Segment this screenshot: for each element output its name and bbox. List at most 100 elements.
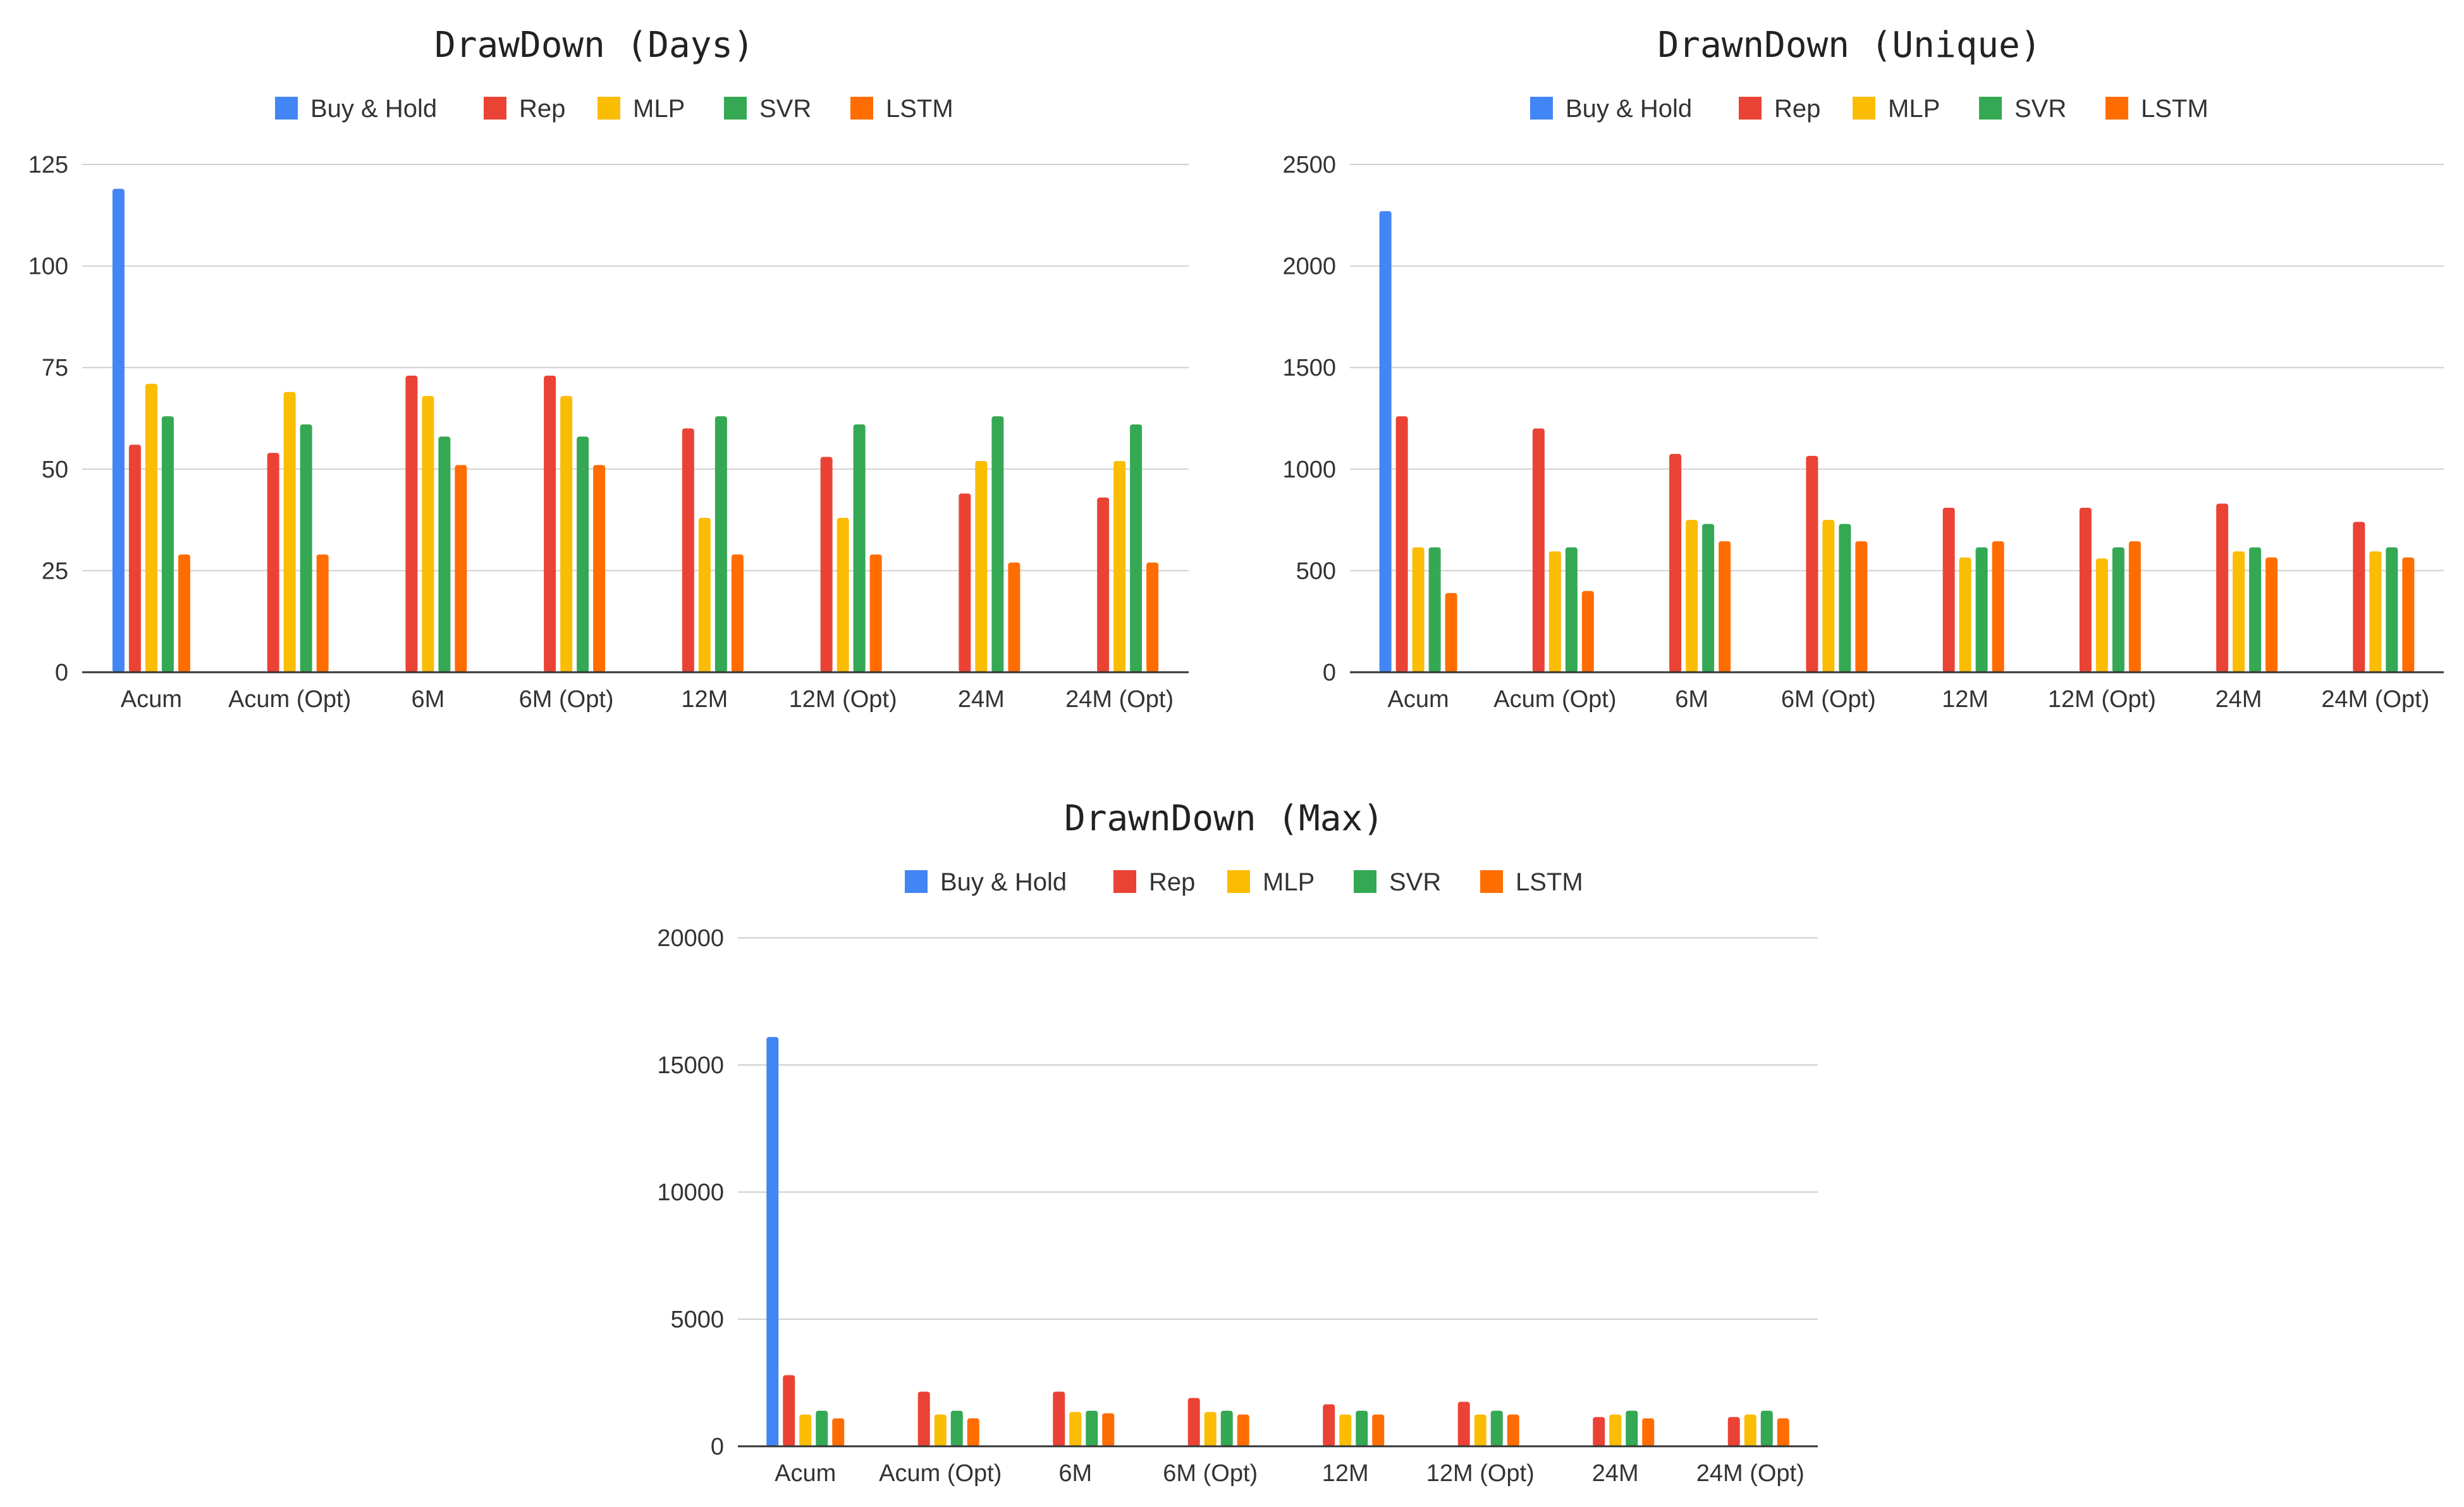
legend-label: Buy & Hold (940, 868, 1067, 896)
bar-lstm-6m-opt- (593, 465, 606, 672)
bar-mlp-acum-opt- (934, 1414, 947, 1446)
x-tick-label: Acum (121, 686, 182, 713)
bar-rep-24m (2216, 503, 2229, 672)
x-tick-label: 6M (Opt) (519, 686, 614, 713)
bar-rep-6m (1669, 453, 1682, 672)
bar-svr-6m (1702, 524, 1715, 672)
bar-mlp-6m-opt- (1204, 1412, 1217, 1446)
x-tick-label: 6M (Opt) (1781, 686, 1876, 713)
bar-lstm-12m (1992, 541, 2004, 672)
bar-rep-acum-opt- (917, 1391, 930, 1446)
bar-svr-12m-opt- (2112, 547, 2124, 672)
bar-lstm-6m-opt- (1237, 1414, 1249, 1446)
x-tick-label: Acum (1388, 686, 1449, 713)
y-tick-label: 2000 (1282, 254, 1336, 280)
legend-label: Rep (519, 95, 565, 123)
bar-lstm-acum-opt- (1581, 591, 1594, 672)
y-tick-label: 25 (42, 558, 68, 584)
bar-mlp-acum-opt- (283, 391, 296, 672)
bar-rep-12m-opt- (820, 457, 833, 672)
legend-swatch-lstm (850, 97, 873, 120)
bar-svr-12m (1975, 547, 1988, 672)
bar-mlp-12m (1339, 1414, 1352, 1446)
bar-svr-24m (2249, 547, 2262, 672)
legend-label: MLP (1263, 868, 1315, 896)
x-tick-label: 24M (958, 686, 1005, 713)
bar-svr-acum (161, 416, 174, 672)
y-tick-label: 5000 (670, 1307, 724, 1333)
bar-svr-acum-opt- (1565, 547, 1578, 672)
x-tick-label: 24M (Opt) (2321, 686, 2429, 713)
bar-mlp-6m-opt- (1822, 520, 1835, 672)
bar-rep-6m (405, 376, 418, 672)
bar-rep-6m-opt- (544, 376, 556, 672)
bar-svr-24m-opt- (1760, 1410, 1773, 1446)
chart-title: DrawnDown (Unique) (1658, 25, 2042, 66)
bar-lstm-12m-opt- (2128, 541, 2141, 672)
legend-label: SVR (759, 95, 811, 123)
legend-swatch-svr (1354, 870, 1376, 893)
y-tick-label: 1500 (1282, 355, 1336, 381)
bar-svr-acum (816, 1410, 828, 1446)
y-tick-label: 10000 (657, 1179, 724, 1206)
bar-lstm-24m-opt- (2402, 557, 2415, 672)
bar-lstm-6m (1719, 541, 1731, 672)
y-tick-label: 125 (28, 152, 68, 178)
x-tick-label: 24M (Opt) (1065, 686, 1174, 713)
legend-swatch-mlp (1853, 97, 1875, 120)
legend-swatch-rep (1739, 97, 1762, 120)
bar-rep-acum (1395, 416, 1408, 672)
x-tick-label: 6M (Opt) (1163, 1460, 1258, 1487)
bar-svr-6m (1086, 1410, 1098, 1446)
chart-2: DrawnDown (Unique) Buy & Hold Rep MLP SVR LST… (1282, 25, 2444, 713)
bar-lstm-24m (1008, 562, 1021, 672)
bar-lstm-acum-opt- (967, 1418, 979, 1446)
bar-svr-24m (991, 416, 1004, 672)
bar-lstm-acum-opt- (316, 554, 329, 672)
y-tick-label: 0 (711, 1434, 724, 1460)
y-tick-label: 1000 (1282, 457, 1336, 483)
bar-lstm-6m (455, 465, 467, 672)
y-tick-label: 2500 (1282, 152, 1336, 178)
x-tick-label: 12M (Opt) (2048, 686, 2156, 713)
bar-mlp-6m (422, 396, 434, 672)
bar-mlp-6m-opt- (560, 396, 573, 672)
y-tick-label: 100 (28, 254, 68, 280)
bar-lstm-acum (832, 1418, 845, 1446)
bar-svr-12m-opt- (853, 424, 866, 672)
bar-rep-acum (783, 1375, 795, 1446)
bar-svr-24m-opt- (1130, 424, 1143, 672)
legend-label: Rep (1149, 868, 1195, 896)
x-tick-label: 6M (1058, 1460, 1092, 1487)
bar-rep-24m-opt- (1097, 497, 1110, 672)
bar-rep-acum-opt- (1532, 428, 1545, 672)
bar-mlp-12m-opt- (837, 517, 849, 672)
bar-mlp-24m-opt- (1744, 1414, 1756, 1446)
legend-swatch-buy-hold (275, 97, 298, 120)
x-tick-label: 12M (1322, 1460, 1369, 1487)
x-tick-label: 12M (1942, 686, 1989, 713)
bar-mlp-24m-opt- (2369, 551, 2382, 672)
legend-label: Buy & Hold (310, 95, 437, 123)
legend-swatch-svr (1979, 97, 2002, 120)
bar-svr-12m-opt- (1490, 1410, 1503, 1446)
bar-rep-12m (1942, 507, 1955, 672)
x-tick-label: Acum (Opt) (879, 1460, 1002, 1487)
bar-rep-acum-opt- (267, 453, 279, 672)
x-tick-label: Acum (Opt) (1493, 686, 1616, 713)
legend-swatch-svr (724, 97, 747, 120)
x-tick-label: 24M (2216, 686, 2262, 713)
bar-lstm-6m (1102, 1413, 1115, 1446)
bar-rep-24m-opt- (2353, 522, 2365, 672)
chart-title: DrawnDown (Max) (1064, 798, 1384, 839)
bar-svr-6m-opt- (577, 436, 589, 672)
x-tick-label: Acum (Opt) (228, 686, 351, 713)
bar-lstm-24m-opt- (1146, 562, 1159, 672)
bar-mlp-24m-opt- (1113, 460, 1126, 672)
bar-buy-hold-acum (112, 188, 125, 672)
bar-rep-24m-opt- (1727, 1417, 1740, 1446)
bar-rep-12m (1323, 1404, 1335, 1446)
legend-swatch-lstm (1480, 870, 1503, 893)
bar-rep-12m-opt- (2079, 507, 2092, 672)
